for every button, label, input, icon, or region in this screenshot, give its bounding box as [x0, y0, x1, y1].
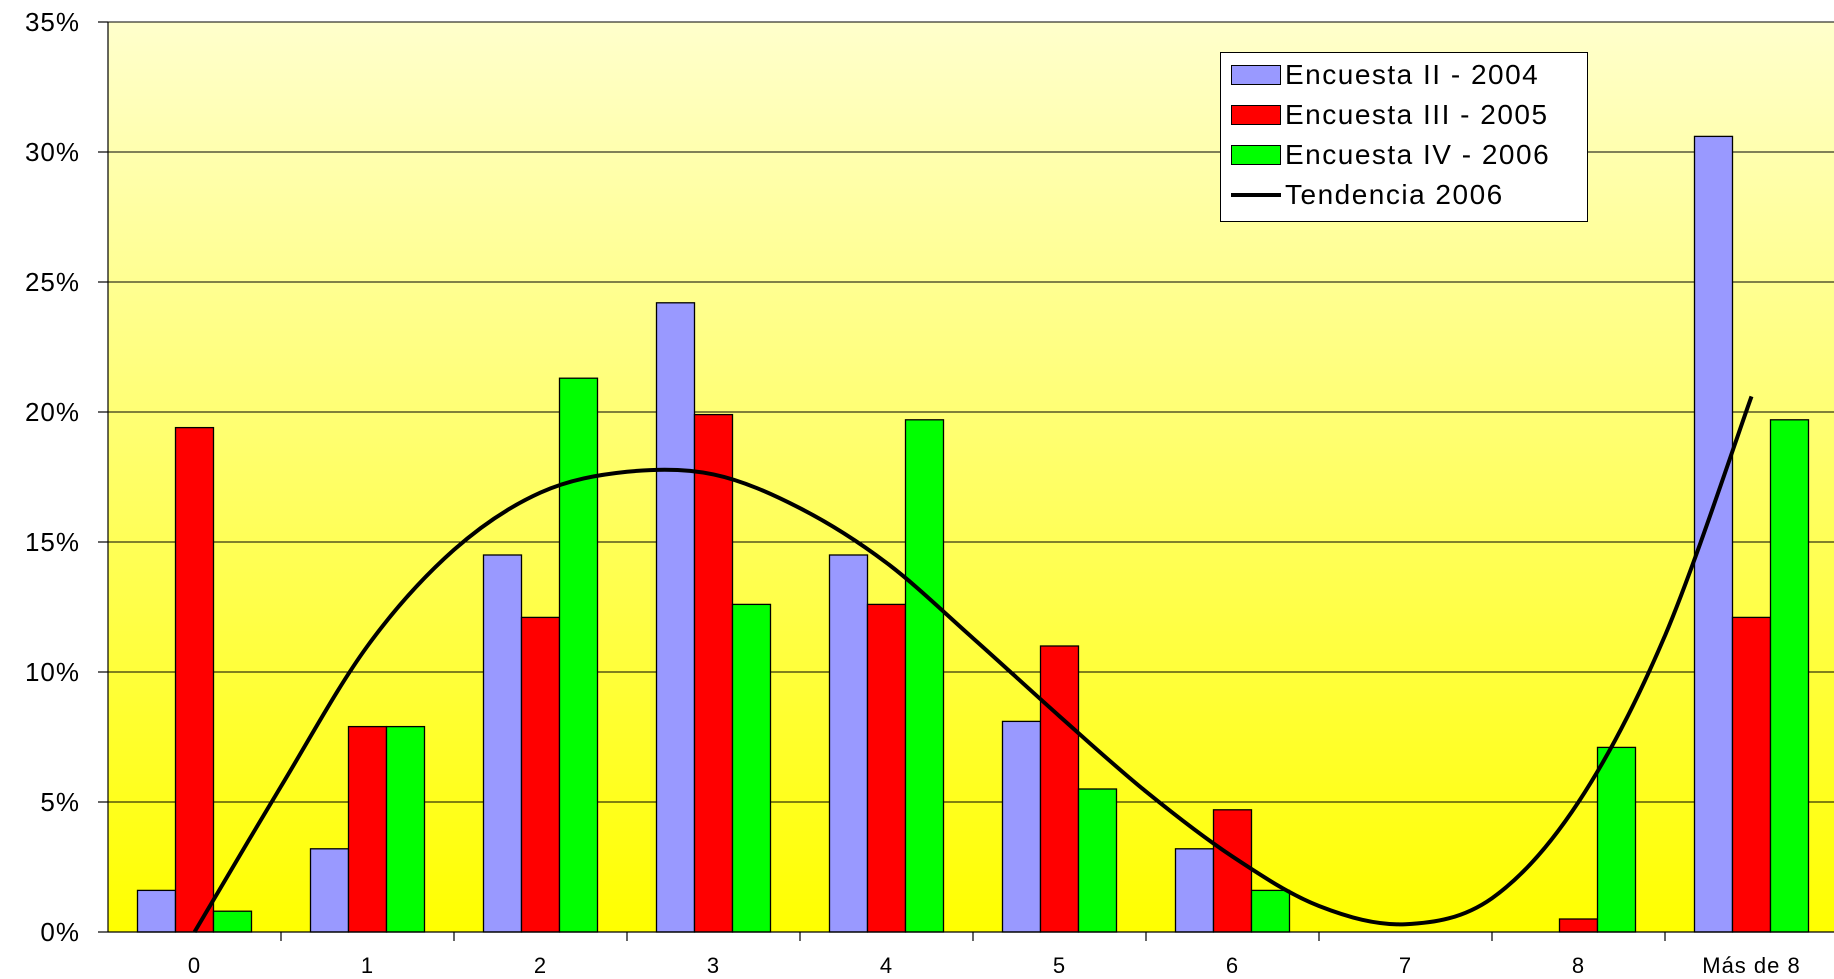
bar-series-1 — [136, 889, 177, 933]
y-tick-label: 20% — [25, 397, 80, 427]
legend-item-series-1: Encuesta II - 2004 — [1231, 57, 1539, 93]
legend-swatch-series-1 — [1231, 65, 1281, 85]
bar-series-1 — [1174, 848, 1215, 933]
x-tick-label: Más de 8 — [1702, 953, 1801, 978]
x-tick-label: 0 — [188, 953, 201, 978]
bar-series-3 — [385, 725, 426, 933]
bar-series-1 — [309, 848, 350, 933]
bar-series-3 — [1077, 788, 1118, 933]
bar-series-1 — [482, 554, 523, 933]
legend-item-trendline: Tendencia 2006 — [1231, 177, 1504, 213]
bar-series-1 — [828, 554, 869, 933]
x-tick-label: 4 — [880, 953, 893, 978]
bar-series-3 — [1596, 746, 1637, 933]
legend-item-series-3: Encuesta IV - 2006 — [1231, 137, 1550, 173]
legend-swatch-series-2 — [1231, 105, 1281, 125]
bar-series-2 — [1558, 918, 1599, 933]
y-tick-label: 15% — [25, 527, 80, 557]
legend-label-series-1: Encuesta II - 2004 — [1285, 59, 1540, 90]
x-tick-labels: 0 1 2 3 4 5 6 7 8 Más de 8 — [188, 953, 1801, 978]
bar-series-1 — [1001, 720, 1042, 933]
legend-swatch-trendline — [1231, 193, 1281, 197]
bar-series-1 — [1693, 135, 1734, 933]
y-tick-label: 35% — [25, 7, 80, 37]
bar-series-2 — [1212, 809, 1253, 933]
y-tick-label: 30% — [25, 137, 80, 167]
y-tick-label: 0% — [40, 917, 80, 947]
y-tick-label: 5% — [40, 787, 80, 817]
trendline-path — [192, 395, 1754, 934]
legend: Encuesta II - 2004 Encuesta III - 2005 E… — [1220, 52, 1588, 222]
x-tick-label: 6 — [1226, 953, 1239, 978]
bar-series-3 — [904, 419, 945, 933]
bar-series-2 — [520, 616, 561, 933]
bars — [136, 135, 1810, 933]
bar-series-3 — [558, 377, 599, 933]
bar-series-3 — [1769, 419, 1810, 933]
legend-label-series-2: Encuesta III - 2005 — [1285, 99, 1549, 130]
x-tick-label: 5 — [1053, 953, 1066, 978]
x-tick-label: 1 — [361, 953, 374, 978]
bar-series-2 — [1039, 645, 1080, 933]
bar-series-3 — [212, 910, 253, 933]
legend-swatch-series-3 — [1231, 145, 1281, 165]
bar-series-2 — [174, 426, 215, 933]
y-tick-label: 10% — [25, 657, 80, 687]
bar-series-2 — [347, 725, 388, 933]
x-tick-label: 7 — [1399, 953, 1412, 978]
bar-series-3 — [731, 603, 772, 933]
axes — [98, 21, 1834, 941]
x-tick-label: 3 — [707, 953, 720, 978]
x-tick-label: 8 — [1572, 953, 1585, 978]
y-tick-labels: 0% 5% 10% 15% 20% 25% 30% 35% — [25, 7, 80, 947]
bar-series-2 — [1731, 616, 1772, 933]
bar-series-2 — [866, 603, 907, 933]
legend-item-series-2: Encuesta III - 2005 — [1231, 97, 1549, 133]
bar-series-3 — [1250, 889, 1291, 933]
legend-label-trendline: Tendencia 2006 — [1285, 179, 1504, 210]
x-tick-label: 2 — [534, 953, 547, 978]
legend-label-series-3: Encuesta IV - 2006 — [1285, 139, 1551, 170]
bar-series-2 — [693, 413, 734, 933]
trendline — [192, 395, 1754, 934]
bar-series-1 — [655, 302, 696, 933]
y-tick-label: 25% — [25, 267, 80, 297]
